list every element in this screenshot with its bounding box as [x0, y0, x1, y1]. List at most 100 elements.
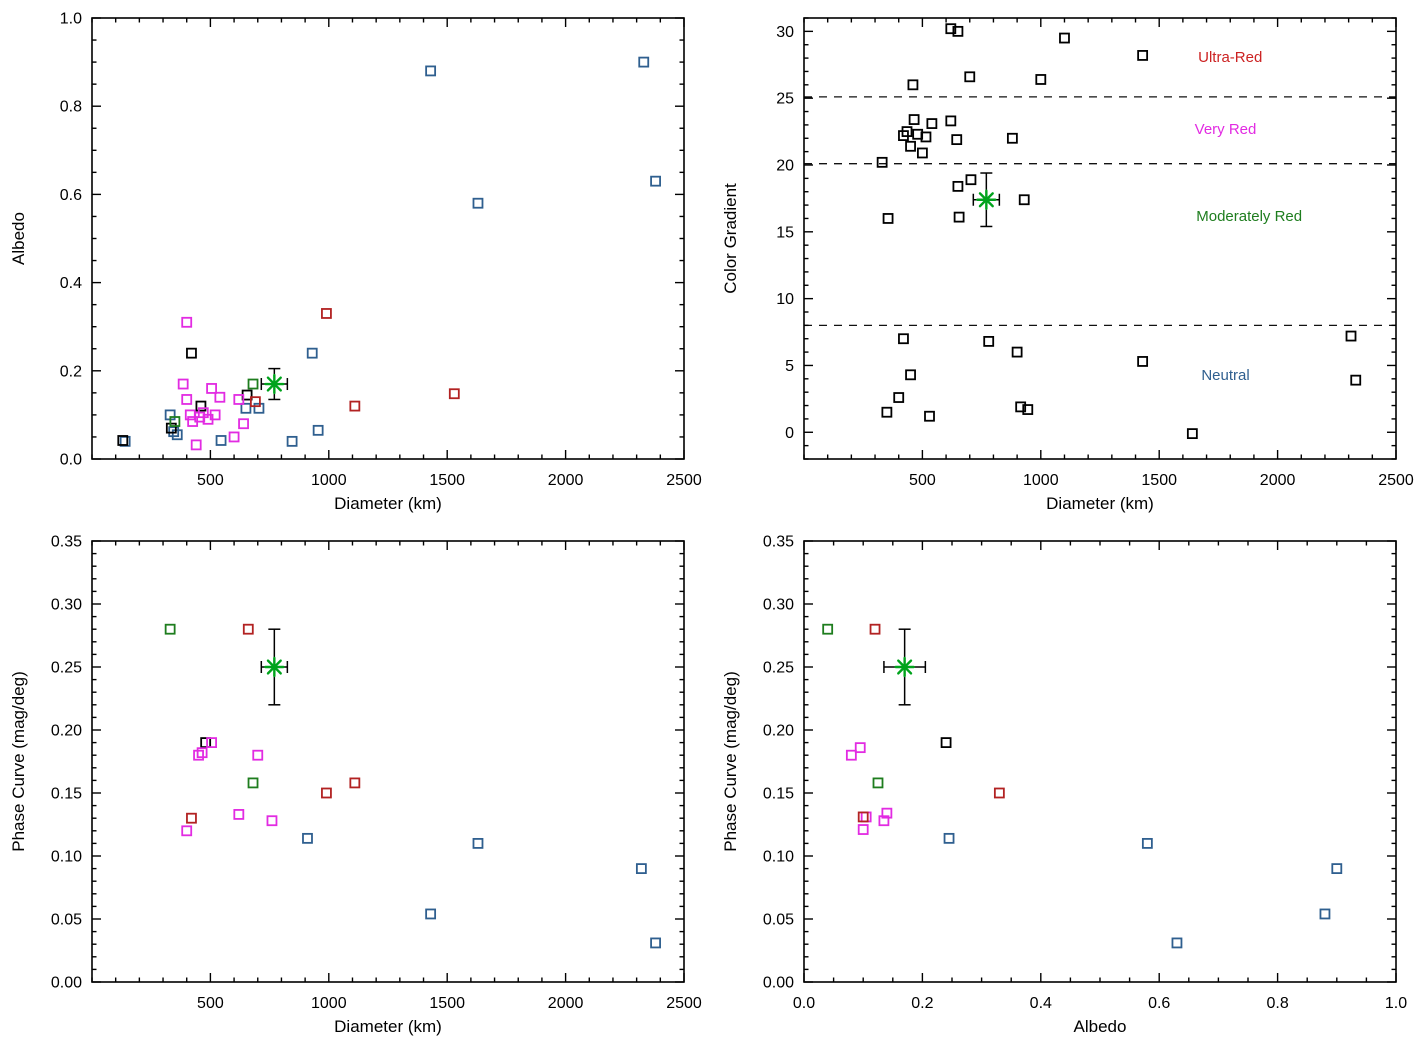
data-point-all-objects	[908, 114, 920, 125]
data-point-neutral-blue	[312, 424, 324, 436]
data-point-neutral-blue	[472, 197, 484, 209]
data-point-very-red-magenta	[845, 749, 857, 761]
chart-phase-curve-vs-albedo: 0.0 0.2 0.4 0.6 0.8 1.0 0.00 0.05 0.10 0.15 0.20 0.…	[721, 534, 1407, 1037]
x-axis-label: Diameter (km)	[334, 494, 442, 513]
data-point-moderately-red-green	[247, 378, 259, 390]
data-point-all-objects	[881, 406, 893, 418]
data-point-all-objects	[893, 392, 905, 403]
data-point-ultra-red-dark-red	[321, 308, 332, 319]
x-tick-label: 2000	[548, 472, 584, 489]
panel-phase-curve-vs-albedo: 0.0 0.2 0.4 0.6 0.8 1.0 0.00 0.05 0.10 0.15 0.20 0.…	[712, 523, 1424, 1046]
data-point-very-red-magenta	[196, 747, 208, 759]
x-tick-label: 0.8	[1266, 995, 1288, 1012]
data-point-all-objects	[1022, 404, 1034, 415]
data-point-all-objects	[1350, 374, 1362, 386]
x-tick-label: 2000	[1260, 472, 1296, 489]
data-point-all-objects	[1345, 330, 1357, 342]
y-tick-label: 0.20	[51, 723, 82, 740]
target-asterisk-arm	[266, 376, 282, 392]
x-tick-label: 2000	[548, 995, 584, 1012]
data-point-all-objects	[876, 156, 888, 168]
data-point-neutral-blue	[1171, 937, 1183, 949]
y-tick-label: 0.05	[51, 912, 82, 929]
data-point-all-objects	[1186, 428, 1198, 440]
x-tick-label: 1.0	[1385, 995, 1407, 1012]
y-tick-label: 0.35	[51, 534, 82, 551]
data-point-moderately-red-green	[872, 777, 884, 789]
target-marker	[972, 172, 1001, 228]
y-axis-label: Phase Curve (mag/deg)	[721, 671, 740, 851]
x-tick-label: 2500	[1378, 472, 1414, 489]
x-tick-label: 0.6	[1148, 995, 1170, 1012]
plot-frame	[91, 17, 685, 460]
data-point-very-red-magenta	[177, 378, 189, 390]
region-label: Neutral	[1201, 367, 1249, 384]
data-point-very-red-magenta	[181, 825, 193, 837]
plot-frame	[803, 540, 1397, 983]
x-tick-label: 1500	[1141, 472, 1177, 489]
data-point-ultra-red-dark-red	[321, 787, 332, 799]
data-point-all-objects	[951, 134, 963, 146]
target-asterisk-arm	[978, 192, 994, 208]
x-axis-label: Diameter (km)	[334, 1017, 442, 1036]
y-tick-label: 0.05	[763, 912, 794, 929]
data-point-all-objects	[1011, 346, 1023, 358]
plot-frame	[91, 540, 685, 983]
data-point-all-objects	[905, 140, 916, 152]
data-point-black	[165, 422, 177, 434]
data-point-all-objects	[1137, 50, 1149, 61]
data-point-neutral-blue	[302, 832, 313, 844]
y-tick-label: 0.10	[51, 849, 82, 866]
data-point-ultra-red-dark-red	[993, 787, 1005, 799]
data-point-all-objects	[907, 79, 919, 91]
data-point-black	[200, 737, 212, 749]
y-tick-label: 25	[776, 91, 794, 108]
data-point-neutral-blue	[286, 435, 298, 447]
data-point-all-objects	[964, 71, 976, 83]
data-point-very-red-magenta	[252, 749, 264, 761]
y-tick-label: 0.8	[60, 99, 82, 116]
y-tick-label: 0.25	[763, 660, 794, 677]
x-tick-label: 500	[197, 995, 224, 1012]
data-point-all-objects	[953, 211, 965, 223]
region-label: Ultra-Red	[1198, 49, 1262, 66]
data-point-moderately-red-green	[164, 623, 176, 635]
target-asterisk-arm	[897, 659, 913, 675]
region-label: Moderately Red	[1196, 208, 1302, 225]
data-point-very-red-magenta	[233, 394, 245, 405]
data-point-all-objects	[926, 118, 938, 129]
data-point-very-red-magenta	[878, 815, 890, 827]
data-point-neutral-blue	[650, 175, 661, 187]
x-tick-label: 1500	[429, 472, 465, 489]
data-point-moderately-red-green	[247, 777, 259, 789]
data-point-black	[940, 737, 952, 749]
x-tick-label: 500	[197, 472, 224, 489]
x-axis-label: Diameter (km)	[1046, 494, 1154, 513]
data-point-black	[195, 400, 207, 412]
data-point-neutral-blue	[650, 937, 661, 949]
data-point-ultra-red-dark-red	[869, 623, 881, 635]
data-point-black	[186, 347, 197, 359]
data-point-all-objects	[898, 333, 909, 345]
data-point-very-red-magenta	[181, 394, 193, 405]
data-point-all-objects	[1018, 194, 1030, 206]
x-tick-label: 2500	[666, 995, 702, 1012]
data-point-black	[117, 435, 129, 446]
data-point-very-red-magenta	[857, 824, 869, 835]
target-marker	[883, 628, 927, 706]
panel-albedo-vs-diameter: 500 1000 1500 2000 2500 0.0 0.2 0.4 0.6 0.8 1.0 Dia…	[0, 0, 712, 523]
data-point-ultra-red-dark-red	[349, 777, 361, 789]
region-label: Very Red	[1195, 121, 1257, 138]
data-point-very-red-magenta	[193, 749, 204, 761]
data-point-all-objects	[983, 335, 995, 347]
data-point-all-objects	[920, 131, 932, 143]
y-tick-label: 10	[776, 291, 794, 308]
data-point-all-objects	[952, 180, 964, 192]
data-point-neutral-blue	[240, 402, 252, 414]
data-point-all-objects	[1006, 132, 1018, 144]
plot-frame	[803, 17, 1397, 460]
chart-albedo-vs-diameter: 500 1000 1500 2000 2500 0.0 0.2 0.4 0.6 0.8 1.0 Dia…	[9, 11, 702, 514]
data-point-neutral-blue	[306, 347, 318, 359]
y-tick-label: 20	[776, 158, 794, 175]
